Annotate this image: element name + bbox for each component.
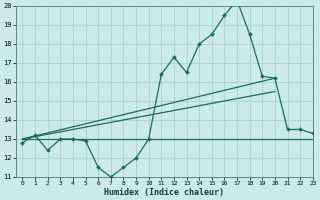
- X-axis label: Humidex (Indice chaleur): Humidex (Indice chaleur): [104, 188, 224, 197]
